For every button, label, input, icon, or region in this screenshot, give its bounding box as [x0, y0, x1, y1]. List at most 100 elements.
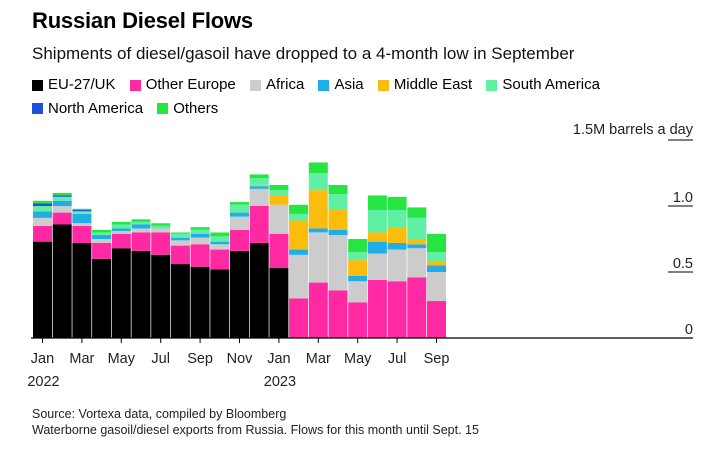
x-tick-label: Jul [388, 351, 407, 367]
chart-title: Russian Diesel Flows [32, 8, 253, 33]
bar-segment [52, 212, 72, 225]
bar-segment [72, 225, 92, 243]
bar-segment [111, 228, 131, 232]
bar-segment [72, 208, 92, 210]
bar-segment [131, 228, 151, 233]
bar-segment [249, 206, 269, 243]
bar-segment [33, 225, 52, 242]
x-tick-label: May [344, 351, 372, 367]
legend-label: South America [502, 76, 600, 93]
bar-segment [190, 237, 210, 245]
legend-label: Other Europe [145, 76, 236, 93]
x-tick-label: Mar [69, 351, 94, 367]
bar-segment [52, 200, 72, 206]
bar-cap [72, 207, 92, 209]
bar-segment [348, 260, 368, 276]
bar-segment [52, 192, 72, 196]
bar-segment [367, 253, 387, 280]
bar-segment [190, 229, 210, 234]
bar-cap [111, 220, 131, 222]
bar-segment [92, 229, 112, 233]
bar-segment [33, 217, 52, 226]
bar-segment [308, 162, 328, 173]
x-tick-label: Nov [227, 351, 254, 367]
bar-segment [33, 206, 52, 212]
x-tick-label: Sep [187, 351, 213, 367]
bar-segment [387, 196, 407, 210]
legend-swatch [486, 79, 498, 91]
bar-segment [348, 252, 368, 261]
bar-segment [427, 301, 446, 338]
bar-segment [72, 211, 92, 214]
bar-segment [72, 223, 92, 226]
legend-label: EU-27/UK [48, 76, 116, 93]
bar-segment [190, 266, 210, 338]
legend-item-middle-east: Middle East [377, 74, 472, 96]
bar-segment [367, 232, 387, 242]
bar-segment [151, 225, 171, 229]
legend-item-north-america: North America [32, 98, 143, 120]
bar-segment [52, 224, 72, 338]
bar-segment [92, 242, 112, 259]
bar-segment [269, 268, 289, 338]
legend-item-africa: Africa [249, 74, 305, 96]
legend-item-others: Others [157, 98, 218, 120]
legend-item-other-europe: Other Europe [129, 74, 236, 96]
x-tick-year-label: 2022 [27, 374, 59, 390]
bar-cap [289, 203, 309, 205]
bar-segment [387, 281, 407, 338]
bar-segment [111, 224, 131, 229]
bar-segment [131, 221, 151, 225]
legend: EU-27/UK Other Europe Africa Asia Middle… [32, 74, 692, 121]
bar-segment [111, 221, 131, 225]
legend-swatch [157, 103, 169, 114]
bar-segment [33, 211, 52, 218]
bar-segment [289, 254, 309, 299]
bar-segment [308, 282, 328, 338]
bar-segment [367, 195, 387, 210]
bar-cap [230, 201, 249, 203]
bar-cap [249, 173, 269, 175]
bar-segment [427, 233, 446, 253]
x-tick-label: Jan [267, 351, 290, 367]
bar-segment [407, 244, 427, 249]
bar-segment [92, 239, 112, 243]
bar-cap [269, 183, 289, 185]
bar-segment [131, 219, 151, 222]
bar-segment [230, 229, 249, 251]
bar-segment [308, 173, 328, 191]
bar-segment [210, 249, 230, 270]
bar-segment [289, 220, 309, 250]
bar-segment [289, 213, 309, 221]
bar-cap [33, 199, 52, 201]
bar-segment [407, 217, 427, 239]
legend-label: North America [48, 99, 144, 117]
bar-segment [230, 250, 249, 338]
bar-segment [190, 227, 210, 230]
x-tick-label: Sep [424, 351, 450, 367]
y-tick-label: 0 [685, 322, 693, 338]
legend-label: Asia [334, 76, 364, 93]
bar-segment [249, 188, 269, 206]
x-tick-label: Jan [31, 351, 54, 367]
bar-segment [72, 209, 92, 212]
bar-segment [249, 174, 269, 179]
bar-segment [348, 302, 368, 338]
bar-segment [367, 209, 387, 233]
bar-segment [407, 207, 427, 218]
bar-cap [92, 228, 112, 230]
bar-segment [210, 269, 230, 338]
bar-segment [92, 232, 112, 236]
bar-segment [367, 279, 387, 338]
legend-item-asia: Asia [318, 74, 364, 96]
legend-label: Africa [265, 76, 305, 93]
bar-segment [210, 232, 230, 237]
bar-cap [407, 206, 427, 208]
bar-segment [72, 242, 92, 338]
bar-segment [387, 242, 407, 250]
bar-segment [151, 228, 171, 233]
bar-segment [308, 228, 328, 233]
bar-segment [230, 212, 249, 217]
legend-item-eu-uk: EU-27/UK [32, 74, 116, 96]
